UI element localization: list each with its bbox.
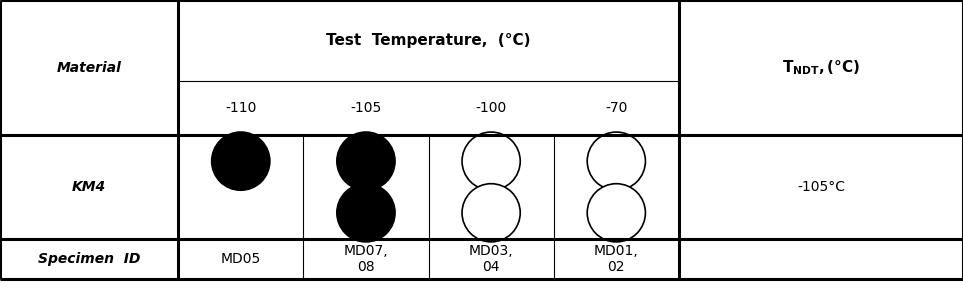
Ellipse shape <box>462 132 520 190</box>
Text: MD01,
02: MD01, 02 <box>594 244 638 274</box>
Text: -70: -70 <box>605 101 628 116</box>
Text: Material: Material <box>57 61 121 75</box>
Ellipse shape <box>587 184 645 242</box>
Ellipse shape <box>337 132 395 190</box>
Ellipse shape <box>337 184 395 242</box>
Text: -105: -105 <box>351 101 381 116</box>
Text: Test  Temperature,  (°C): Test Temperature, (°C) <box>326 33 531 48</box>
Text: MD03,
04: MD03, 04 <box>469 244 513 274</box>
Ellipse shape <box>587 132 645 190</box>
Ellipse shape <box>462 184 520 242</box>
Text: $\mathbf{T}_{\mathbf{NDT}}$$\mathbf{,(°C)}$: $\mathbf{T}_{\mathbf{NDT}}$$\mathbf{,(°C… <box>782 58 860 77</box>
Text: -105°C: -105°C <box>797 180 845 194</box>
Text: -110: -110 <box>225 101 256 116</box>
Ellipse shape <box>212 132 270 190</box>
Text: MD07,
08: MD07, 08 <box>344 244 388 274</box>
Text: Specimen  ID: Specimen ID <box>38 252 141 266</box>
Text: KM4: KM4 <box>72 180 106 194</box>
Text: -100: -100 <box>476 101 507 116</box>
Text: MD05: MD05 <box>221 252 261 266</box>
